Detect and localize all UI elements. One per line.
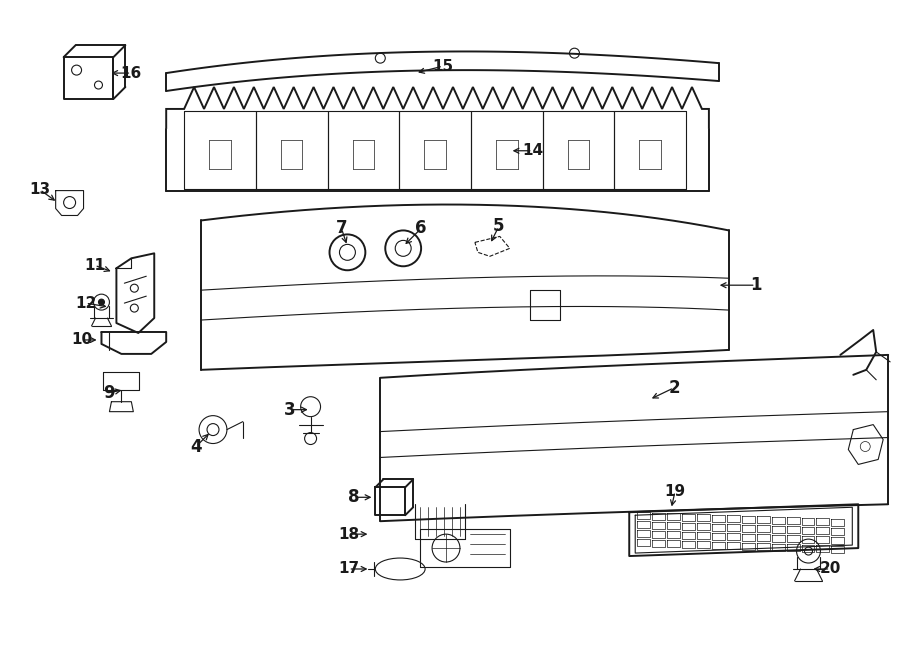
Text: 17: 17: [338, 561, 359, 576]
Text: 14: 14: [522, 143, 544, 158]
Text: 7: 7: [336, 219, 347, 237]
Text: 11: 11: [84, 258, 105, 273]
Text: 2: 2: [668, 379, 680, 397]
Text: 5: 5: [493, 217, 505, 235]
Text: 20: 20: [820, 561, 842, 576]
Circle shape: [98, 299, 104, 305]
Text: 4: 4: [190, 438, 202, 455]
Text: 1: 1: [750, 276, 761, 294]
Text: 8: 8: [347, 488, 359, 506]
Text: 16: 16: [121, 65, 142, 81]
Text: 15: 15: [433, 59, 454, 73]
Text: 6: 6: [416, 219, 427, 237]
Text: 12: 12: [75, 295, 96, 311]
Text: 19: 19: [664, 484, 686, 499]
Text: 10: 10: [71, 332, 92, 348]
Text: 3: 3: [284, 401, 295, 418]
Text: 9: 9: [103, 384, 114, 402]
Text: 13: 13: [29, 182, 50, 197]
Text: 18: 18: [338, 527, 359, 541]
